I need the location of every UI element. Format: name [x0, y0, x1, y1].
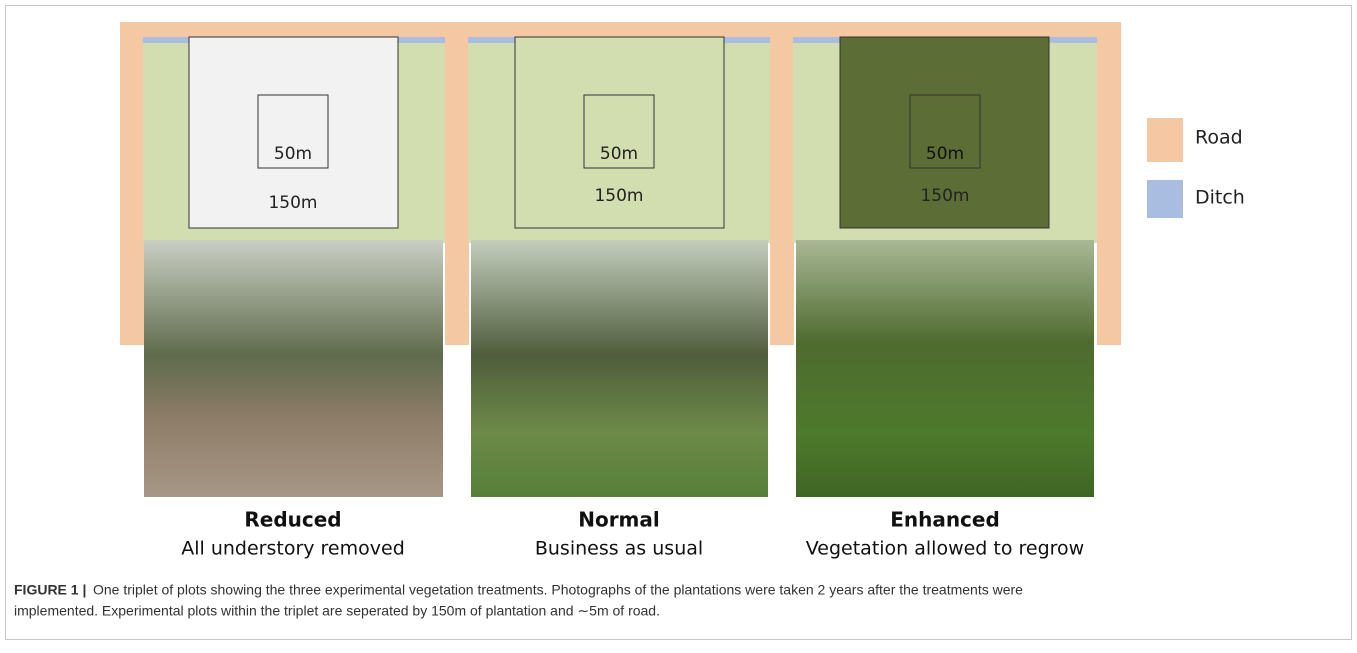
- legend-label: Road: [1195, 127, 1243, 149]
- legend-swatch: [1147, 118, 1183, 162]
- treatment-subtitle: Business as usual: [535, 538, 703, 560]
- treatment-title: Reduced: [244, 508, 341, 532]
- treatment-subtitle: Vegetation allowed to regrow: [806, 538, 1084, 560]
- legend-swatch: [1147, 180, 1183, 218]
- treatment-subtitle: All understory removed: [181, 538, 405, 560]
- caption-line: implemented. Experimental plots within t…: [14, 603, 660, 619]
- treatment-title: Enhanced: [890, 508, 1000, 532]
- frame: [5, 5, 1352, 640]
- photos: [144, 240, 1094, 497]
- inner-label: 50m: [274, 144, 312, 164]
- caption-line: One triplet of plots showing the three e…: [93, 582, 1023, 598]
- inner-label: 50m: [926, 144, 964, 164]
- outer-label: 150m: [268, 193, 317, 213]
- outer-label: 150m: [594, 186, 643, 206]
- plots: [143, 36, 1097, 243]
- treatment-title: Normal: [578, 508, 660, 532]
- outer-label: 150m: [920, 186, 969, 206]
- inner-label: 50m: [600, 144, 638, 164]
- caption-label: FIGURE 1 |: [14, 582, 86, 598]
- legend-label: Ditch: [1195, 187, 1245, 209]
